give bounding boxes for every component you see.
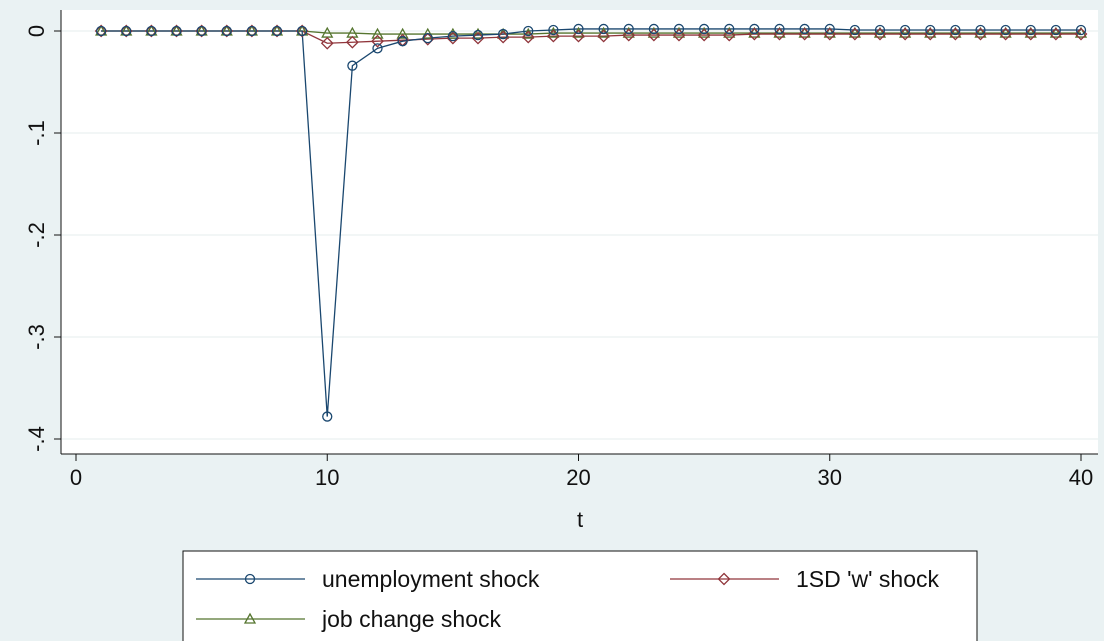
data-point-series-1: [397, 36, 408, 47]
data-point-series-3: [999, 26, 1012, 38]
legend: unemployment shock 1SD 'w' shock job chang…: [182, 550, 978, 641]
data-point-series-1: [548, 24, 559, 36]
data-point-series-3: [1074, 26, 1088, 38]
series-line-1: [101, 28, 1081, 417]
y-tick-label: -.4: [24, 426, 49, 452]
legend-label-2: 1SD 'w' shock: [796, 566, 939, 592]
data-point-series-2: [421, 32, 435, 46]
data-point-series-1: [698, 23, 710, 35]
legend-label-1: unemployment shock: [322, 566, 540, 592]
axes: 0 -.1 -.2 -.3 -.4 0 10 20 30 40: [24, 10, 1098, 490]
data-point-series-1: [472, 29, 484, 41]
data-point-series-1: [899, 24, 911, 36]
data-point-series-2: [697, 28, 711, 42]
data-point-series-3: [949, 26, 962, 38]
data-point-series-1: [623, 23, 634, 35]
data-point-series-2: [471, 31, 485, 45]
data-point-series-3: [848, 26, 861, 38]
data-point-series-1: [372, 43, 383, 54]
data-point-series-1: [422, 32, 433, 44]
data-point-series-1: [849, 24, 861, 36]
data-point-series-3: [446, 27, 459, 39]
data-point-series-2: [672, 28, 686, 42]
data-point-series-2: [597, 29, 611, 43]
series-markers: [94, 23, 1088, 422]
data-point-series-1: [1050, 24, 1062, 36]
legend-marker-2: [717, 572, 731, 586]
data-point-series-2: [546, 29, 560, 43]
data-point-series-1: [1000, 24, 1011, 36]
data-point-series-1: [246, 25, 258, 37]
data-point-series-1: [497, 28, 509, 40]
data-point-series-1: [221, 25, 232, 37]
data-point-series-2: [722, 28, 736, 42]
legend-entries: unemployment shock 1SD 'w' shock job chang…: [196, 566, 939, 632]
data-point-series-1: [824, 23, 835, 35]
data-point-series-2: [345, 35, 359, 49]
data-point-series-3: [371, 27, 384, 39]
data-point-series-1: [171, 25, 182, 37]
y-tick-label: -.2: [24, 222, 49, 248]
data-point-series-1: [296, 25, 308, 37]
data-point-series-1: [975, 24, 986, 36]
data-point-series-1: [749, 23, 760, 35]
legend-label-3: job change shock: [321, 606, 502, 632]
data-point-series-2: [371, 34, 384, 48]
data-point-series-2: [320, 36, 334, 50]
data-point-series-3: [924, 26, 937, 38]
x-tick-label: 10: [315, 465, 339, 490]
data-point-series-3: [1049, 26, 1062, 38]
data-point-series-1: [1075, 24, 1087, 36]
data-point-series-3: [421, 27, 434, 39]
data-point-series-1: [925, 24, 936, 36]
data-point-series-1: [774, 23, 785, 35]
data-point-series-1: [121, 25, 132, 37]
data-point-series-2: [446, 31, 460, 45]
data-point-series-1: [799, 23, 810, 35]
data-point-series-3: [899, 26, 912, 38]
data-point-series-1: [322, 411, 333, 422]
data-point-series-2: [496, 30, 510, 44]
grid-lines: [61, 30, 1098, 440]
data-point-series-1: [950, 24, 961, 36]
data-point-series-1: [196, 25, 207, 37]
data-point-series-1: [447, 30, 459, 42]
data-point-series-1: [1025, 24, 1036, 36]
data-point-series-2: [572, 29, 585, 43]
data-point-series-1: [146, 25, 157, 37]
legend-marker-3: [243, 612, 257, 624]
plot-area: [61, 10, 1098, 454]
data-point-series-3: [471, 27, 485, 39]
data-point-series-2: [622, 28, 636, 42]
legend-marker-1: [244, 573, 256, 585]
series-lines: [101, 28, 1081, 417]
data-point-series-1: [523, 25, 534, 37]
data-point-series-1: [598, 23, 609, 35]
data-point-series-2: [647, 28, 661, 42]
data-point-series-1: [347, 60, 358, 71]
data-point-series-2: [521, 30, 535, 44]
data-point-series-3: [873, 26, 887, 38]
data-point-series-1: [874, 24, 886, 36]
y-tick-label: -.3: [24, 324, 49, 350]
x-tick-label: 0: [70, 465, 82, 490]
data-point-series-1: [573, 23, 584, 35]
legend-box: [182, 550, 978, 641]
x-tick-label: 40: [1069, 465, 1093, 490]
data-point-series-3: [1024, 26, 1037, 38]
data-point-series-1: [95, 25, 107, 37]
data-point-series-1: [648, 23, 660, 35]
data-point-series-1: [271, 25, 283, 37]
data-point-series-3: [396, 27, 409, 39]
x-tick-label: 20: [566, 465, 590, 490]
y-tick-label: -.1: [24, 120, 49, 146]
x-tick-label: 30: [818, 465, 842, 490]
data-point-series-1: [724, 23, 735, 35]
x-axis-title: t: [577, 507, 583, 532]
data-point-series-1: [673, 23, 685, 35]
data-point-series-3: [974, 26, 987, 38]
y-tick-label: 0: [24, 25, 49, 37]
